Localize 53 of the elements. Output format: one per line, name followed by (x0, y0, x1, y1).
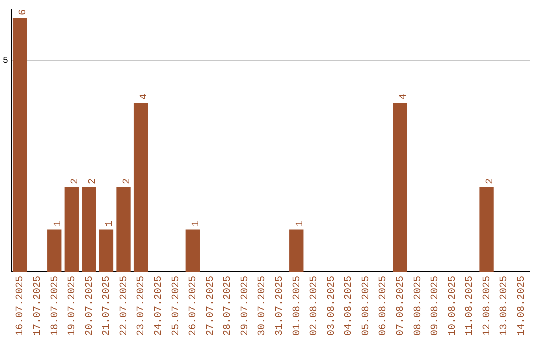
x-tick-label: 19.07.2025 (68, 276, 79, 336)
x-tick-label: 29.07.2025 (240, 276, 252, 336)
x-tick-label: 08.08.2025 (413, 276, 424, 336)
data-label: 4 (398, 94, 410, 100)
data-label: 1 (53, 220, 64, 227)
x-tick-label: 27.07.2025 (206, 276, 217, 336)
bar (134, 102, 148, 272)
x-tick-label: 02.08.2025 (310, 276, 321, 336)
x-tick-label: 06.08.2025 (378, 276, 390, 336)
x-tick-label: 11.08.2025 (465, 276, 476, 336)
bar (82, 187, 96, 272)
bar (64, 187, 79, 272)
bar (99, 230, 114, 272)
x-tick-label: 18.07.2025 (50, 276, 62, 336)
bar (186, 230, 200, 272)
bar (393, 102, 408, 272)
x-tick-label: 21.07.2025 (102, 276, 114, 336)
x-tick-label: 13.08.2025 (500, 276, 511, 336)
data-label: 1 (192, 220, 203, 227)
data-label: 2 (88, 178, 99, 184)
x-tick-label: 14.08.2025 (516, 276, 528, 336)
x-tick-label: 17.07.2025 (32, 276, 44, 336)
bar (480, 187, 494, 272)
data-label: 6 (18, 9, 30, 16)
data-label: 2 (122, 178, 134, 184)
x-tick-label: 28.07.2025 (223, 276, 234, 336)
data-label: 1 (105, 220, 116, 227)
x-tick-label: 22.07.2025 (119, 276, 130, 336)
x-tick-label: 12.08.2025 (482, 276, 494, 336)
x-tick-label: 24.07.2025 (154, 276, 165, 336)
data-label: 2 (485, 178, 496, 184)
x-tick-label: 07.08.2025 (396, 276, 407, 336)
bar (12, 18, 28, 272)
x-tick-label: 25.07.2025 (171, 276, 182, 336)
y-tick-label: 5 (2, 56, 8, 66)
bar (48, 230, 62, 272)
data-label: 1 (295, 220, 306, 227)
bar (116, 187, 131, 272)
x-tick-label: 26.07.2025 (188, 276, 200, 336)
x-tick-label: 04.08.2025 (344, 276, 356, 336)
x-tick-label: 01.08.2025 (292, 276, 304, 336)
bar (290, 230, 304, 272)
x-tick-label: 03.08.2025 (326, 276, 338, 336)
x-tick-label: 20.07.2025 (84, 276, 96, 336)
x-tick-label: 10.08.2025 (448, 276, 459, 336)
x-tick-label: 05.08.2025 (361, 276, 372, 336)
data-label: 2 (70, 178, 82, 184)
x-tick-label: 31.07.2025 (274, 276, 286, 336)
x-tick-label: 30.07.2025 (258, 276, 269, 336)
x-tick-label: 23.07.2025 (136, 276, 148, 336)
x-tick-label: 16.07.2025 (16, 276, 27, 336)
data-label: 4 (140, 94, 151, 100)
x-tick-label: 09.08.2025 (430, 276, 442, 336)
